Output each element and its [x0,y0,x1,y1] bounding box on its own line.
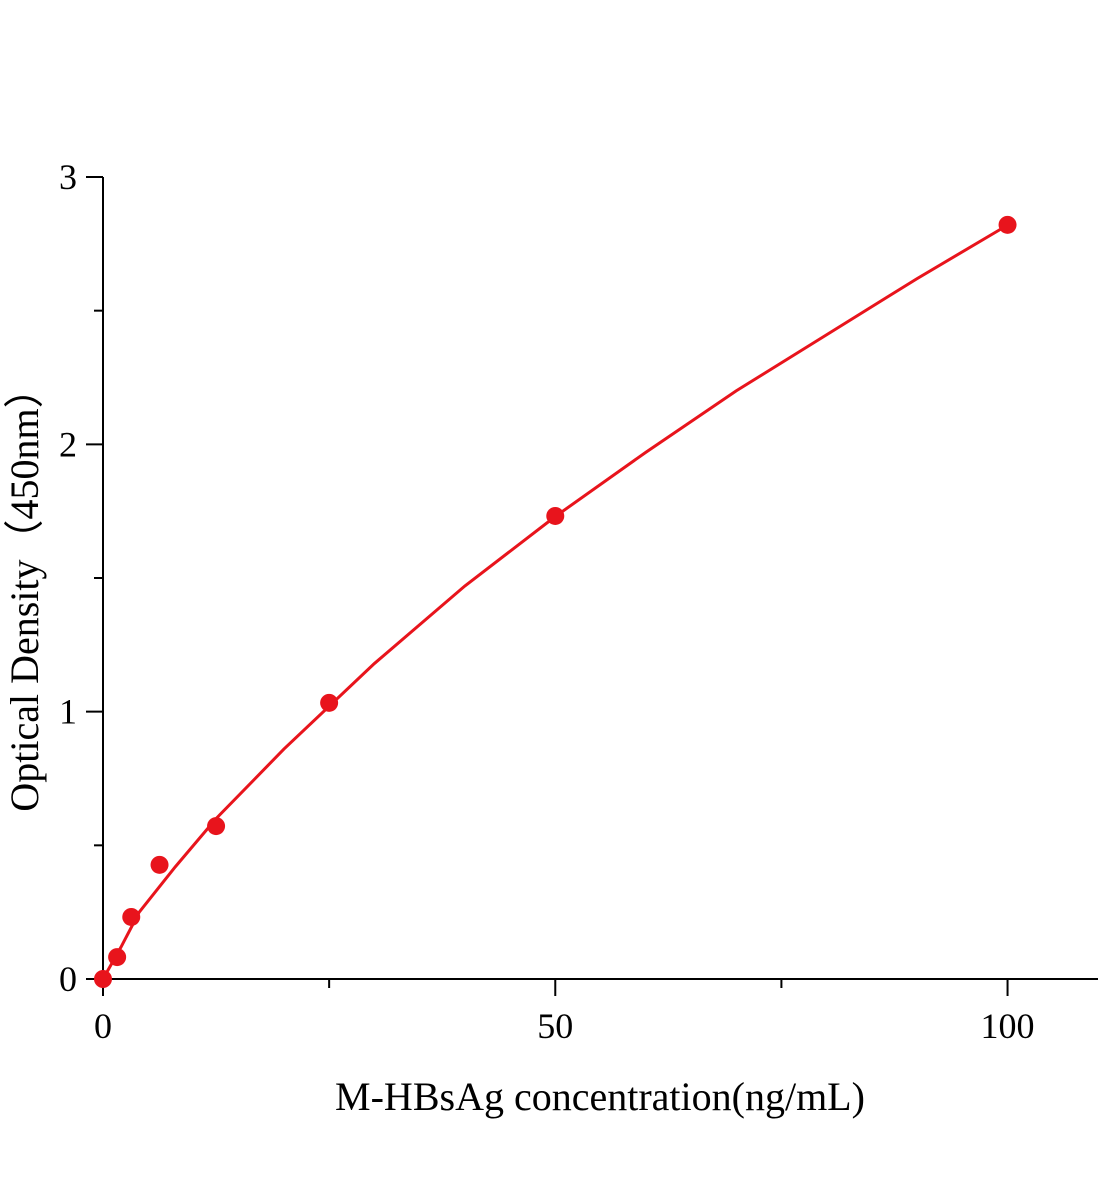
data-point [998,215,1017,234]
data-point [122,907,141,926]
data-point [320,693,339,712]
y-tick-label: 1 [59,692,77,732]
y-tick-label: 3 [59,157,77,197]
x-tick-label: 50 [537,1006,573,1046]
data-point [108,948,127,967]
x-axis-title: M-HBsAg concentration(ng/mL) [335,1074,865,1119]
data-point [207,817,226,836]
data-point [546,506,565,525]
data-point [150,855,169,874]
y-tick-label: 0 [59,959,77,999]
x-tick-label: 100 [981,1006,1035,1046]
y-tick-label: 2 [59,424,77,464]
y-axis-title: Optical Density（450nm） [2,368,47,811]
data-point [94,970,112,988]
fit-curve [101,223,1009,980]
x-tick-label: 0 [94,1006,112,1046]
